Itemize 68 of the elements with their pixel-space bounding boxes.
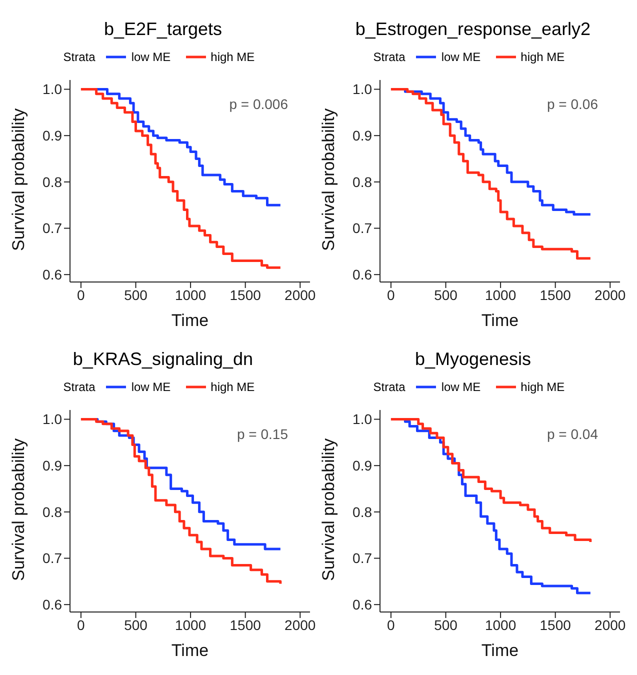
x-tick-label: 1500 (540, 286, 572, 303)
x-tick-label: 500 (434, 286, 458, 303)
y-tick-label: 1.0 (42, 81, 62, 98)
x-tick-label: 500 (434, 616, 458, 633)
x-tick-label: 0 (387, 286, 396, 303)
legend-label: low ME (131, 380, 171, 394)
y-tick-label: 0.8 (42, 504, 62, 520)
x-tick-label: 2000 (594, 286, 626, 303)
x-tick-label: 0 (77, 616, 86, 633)
y-tick-label: 0.7 (352, 550, 372, 566)
x-axis-title: Time (171, 641, 209, 660)
annotation: p = 0.15 (237, 426, 288, 442)
legend-label: low ME (441, 50, 481, 64)
y-tick-label: 0.7 (42, 220, 62, 236)
legend-label: high ME (210, 50, 255, 64)
y-tick-label: 0.8 (352, 174, 372, 190)
annotation: p = 0.006 (229, 96, 288, 112)
y-tick-label: 1.0 (352, 411, 372, 428)
legend-label: high ME (520, 380, 565, 394)
annotation: p = 0.06 (547, 96, 598, 112)
legend-title: Strata (373, 380, 406, 394)
chart-title: b_Myogenesis (414, 348, 532, 371)
y-axis-title: Survival probability (319, 108, 338, 251)
y-axis-title: Survival probability (319, 438, 338, 581)
y-tick-label: 0.9 (352, 458, 372, 474)
x-tick-label: 1000 (174, 286, 206, 303)
x-tick-label: 1500 (230, 616, 262, 633)
y-tick-label: 0.8 (42, 174, 62, 190)
y-tick-label: 0.9 (42, 128, 62, 144)
chart-title: b_KRAS_signaling_dn (72, 348, 254, 371)
y-tick-label: 0.6 (352, 266, 372, 283)
x-tick-label: 2000 (284, 616, 316, 633)
y-tick-label: 0.6 (42, 596, 62, 613)
x-tick-label: 0 (77, 286, 86, 303)
x-tick-label: 1000 (484, 616, 516, 633)
x-tick-label: 2000 (594, 616, 626, 633)
y-axis-title: Survival probability (9, 438, 28, 581)
legend-label: low ME (441, 380, 481, 394)
x-tick-label: 2000 (284, 286, 316, 303)
legend-title: Strata (63, 380, 96, 394)
y-axis-title: Survival probability (9, 108, 28, 251)
y-tick-label: 0.9 (352, 128, 372, 144)
legend-label: high ME (210, 380, 255, 394)
y-tick-label: 0.7 (42, 550, 62, 566)
x-axis-title: Time (171, 311, 209, 330)
x-tick-label: 500 (124, 616, 148, 633)
y-tick-label: 0.6 (42, 266, 62, 283)
y-tick-label: 0.9 (42, 458, 62, 474)
y-tick-label: 0.6 (352, 596, 372, 613)
y-tick-label: 0.7 (352, 220, 372, 236)
legend-label: high ME (520, 50, 565, 64)
x-tick-label: 1000 (484, 286, 516, 303)
y-tick-label: 0.8 (352, 504, 372, 520)
x-tick-label: 1500 (540, 616, 572, 633)
legend-title: Strata (373, 50, 406, 64)
legend-title: Strata (63, 50, 96, 64)
x-axis-title: Time (481, 311, 519, 330)
x-tick-label: 0 (387, 616, 396, 633)
chart-title: b_E2F_targets (102, 18, 224, 41)
legend-label: low ME (131, 50, 171, 64)
chart-title: b_Estrogen_response_early2 (354, 18, 592, 41)
x-tick-label: 500 (124, 286, 148, 303)
annotation: p = 0.04 (547, 426, 598, 442)
x-tick-label: 1500 (230, 286, 262, 303)
x-axis-title: Time (481, 641, 519, 660)
y-tick-label: 1.0 (352, 81, 372, 98)
x-tick-label: 1000 (174, 616, 206, 633)
y-tick-label: 1.0 (42, 411, 62, 428)
